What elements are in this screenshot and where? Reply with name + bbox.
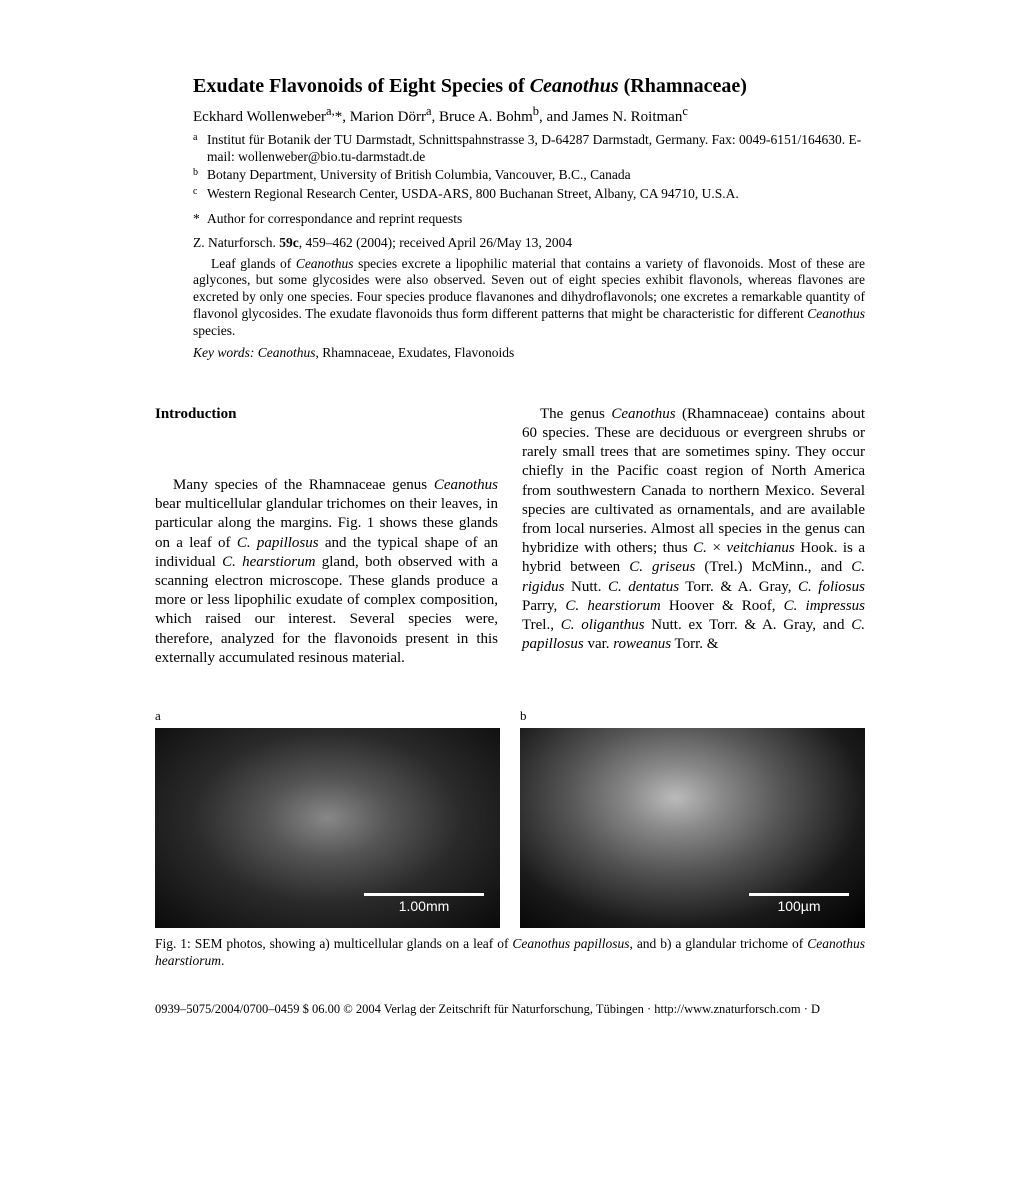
title-pre: Exudate Flavonoids of Eight Species of [193,75,530,97]
genus-paragraph: The genus Ceanothus (Rhamnaceae) contain… [522,405,865,654]
scalebar-b: 100µm [749,893,849,914]
correspondence-line: * Author for correspondance and reprint … [193,211,865,227]
figure-panel-b: b 100µm [520,708,865,928]
scalebar-line [364,893,484,896]
figure-label-a: a [155,708,500,724]
keywords-list: Ceanothus, Rhamnaceae, Exudates, Flavono… [258,345,514,360]
affiliation-text: Institut für Botanik der TU Darmstadt, S… [207,132,865,166]
intro-paragraph: Many species of the Rhamnaceae genus Cea… [155,476,498,668]
article-title: Exudate Flavonoids of Eight Species of C… [193,75,865,98]
affiliation-row: a Institut für Botanik der TU Darmstadt,… [193,132,865,166]
affiliation-marker: a [193,132,207,150]
authors-line: Eckhard Wollenwebera,*, Marion Dörra, Br… [193,104,865,126]
sem-image-b: 100µm [520,728,865,928]
scalebar-text: 1.00mm [364,898,484,914]
section-heading-introduction: Introduction [155,405,498,424]
scalebar-line [749,893,849,896]
page-footer: 0939–5075/2004/0700–0459 $ 06.00 © 2004 … [155,1002,865,1017]
scalebar-text: 100µm [749,898,849,914]
column-left: Introduction Many species of the Rhamnac… [155,405,498,668]
page: Exudate Flavonoids of Eight Species of C… [0,0,1020,1017]
sem-image-a: 1.00mm [155,728,500,928]
affiliation-text: Western Regional Research Center, USDA-A… [207,186,865,203]
body-columns: Introduction Many species of the Rhamnac… [155,405,865,668]
scalebar-a: 1.00mm [364,893,484,914]
keywords-label: Key words: [193,345,258,360]
figure-caption: Fig. 1: SEM photos, showing a) multicell… [155,936,865,970]
title-genus: Ceanothus [530,75,619,97]
column-right: The genus Ceanothus (Rhamnaceae) contain… [522,405,865,668]
keywords-line: Key words: Ceanothus, Rhamnaceae, Exudat… [193,345,865,361]
correspondence-marker: * [193,211,207,227]
affiliation-marker: c [193,186,207,204]
figure-panel-a: a 1.00mm [155,708,500,928]
affiliation-text: Botany Department, University of British… [207,167,865,184]
correspondence-text: Author for correspondance and reprint re… [207,211,462,227]
figure-1: a 1.00mm b 100µm [155,708,865,928]
abstract: Leaf glands of Ceanothus species excrete… [193,256,865,340]
citation-line: Z. Naturforsch. 59c, 459–462 (2004); rec… [193,235,865,251]
affiliation-marker: b [193,167,207,185]
figure-label-b: b [520,708,865,724]
title-post: (Rhamnaceae) [619,75,747,97]
affiliation-row: c Western Regional Research Center, USDA… [193,186,865,204]
affiliation-row: b Botany Department, University of Briti… [193,167,865,185]
affiliations: a Institut für Botanik der TU Darmstadt,… [193,132,865,205]
